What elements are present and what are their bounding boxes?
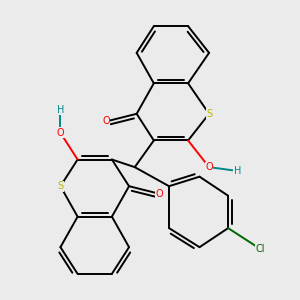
Text: Cl: Cl [256, 244, 265, 254]
Text: S: S [57, 181, 64, 191]
Text: H: H [57, 105, 64, 115]
Text: O: O [156, 189, 163, 199]
Text: H: H [234, 166, 241, 176]
Text: O: O [102, 116, 110, 126]
Text: S: S [206, 109, 212, 119]
Text: O: O [205, 162, 213, 172]
Text: O: O [57, 128, 64, 138]
